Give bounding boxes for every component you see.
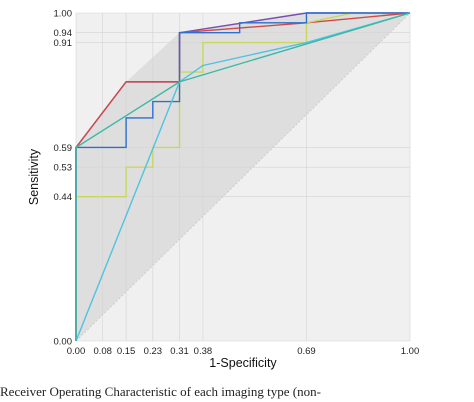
y-tick-label: 0.00 — [54, 337, 73, 348]
roc-chart: 0.00 0.08 0.15 0.23 0.31 0.38 0.69 1.00 0.00 0.4… — [27, 9, 420, 371]
y-tick-label: 0.44 — [54, 192, 73, 203]
x-tick-label: 0.00 — [67, 346, 86, 357]
y-axis-title: Sensitivity — [27, 148, 41, 205]
y-tick-label: 0.94 — [54, 28, 73, 39]
y-tick-label: 0.91 — [54, 38, 73, 49]
x-tick-label: 0.15 — [117, 346, 136, 357]
x-tick-label: 0.08 — [93, 346, 112, 357]
x-tick-label: 0.38 — [194, 346, 213, 357]
roc-curve-6 — [75, 12, 411, 341]
roc-curve-3 — [75, 12, 410, 341]
x-tick-label: 0.23 — [144, 346, 163, 357]
x-axis-title: 1-Specificity — [209, 356, 277, 370]
roc-curve-4 — [75, 12, 410, 341]
y-axis-ticks: 0.00 0.44 0.53 0.59 0.910.94 1.00 — [54, 9, 73, 348]
y-tick-label: 0.53 — [54, 163, 73, 174]
x-tick-label: 1.00 — [401, 346, 420, 357]
roc-curve-5 — [75, 12, 411, 342]
y-tick-label: 0.59 — [54, 143, 73, 154]
x-axis-ticks: 0.00 0.08 0.15 0.23 0.31 0.38 0.69 1.00 — [67, 346, 420, 357]
x-tick-label: 0.31 — [170, 346, 189, 357]
x-tick-label: 0.69 — [297, 346, 316, 357]
figure-caption: Receiver Operating Characteristic of eac… — [0, 384, 321, 399]
y-tick-label: 1.00 — [54, 9, 73, 20]
roc-curves — [75, 12, 411, 342]
